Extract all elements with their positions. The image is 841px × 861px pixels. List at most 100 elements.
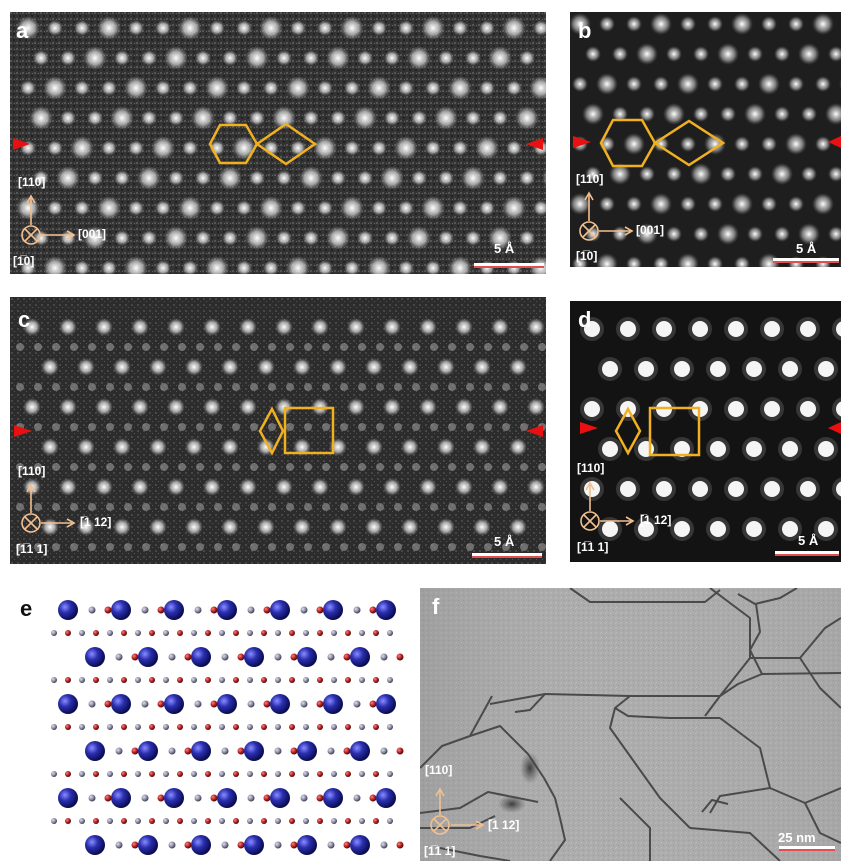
atom-column: [466, 383, 474, 391]
atom-column: [259, 196, 283, 220]
panel-a-lattice: [10, 12, 546, 274]
atom-red: [373, 630, 379, 636]
atom-column: [666, 226, 682, 242]
atom-column: [430, 343, 438, 351]
square-overlay: [283, 406, 335, 455]
atom-column: [330, 110, 346, 126]
atom-grey: [221, 653, 229, 661]
atom-grey: [79, 677, 85, 683]
atom-grey: [331, 818, 337, 824]
right-marker-arrow: [828, 136, 841, 148]
atom-red: [104, 794, 112, 802]
atom-column: [329, 518, 347, 536]
atom-column: [384, 50, 400, 66]
atom-grey: [79, 818, 85, 824]
atom-column: [411, 170, 427, 186]
atom-grey: [380, 841, 388, 849]
atom-column: [519, 170, 535, 186]
atom-large: [244, 741, 264, 761]
atom-grey: [300, 700, 308, 708]
atom-column: [545, 362, 546, 372]
atom-red: [396, 841, 404, 849]
atom-column: [250, 383, 258, 391]
atom-column: [782, 361, 798, 377]
atom-column: [492, 170, 508, 186]
atom-column: [384, 110, 400, 126]
atom-column: [222, 230, 238, 246]
atom-column: [88, 503, 96, 511]
atom-red: [343, 747, 351, 755]
atom-column: [828, 226, 841, 242]
atom-column: [263, 80, 279, 96]
atom-column: [448, 503, 456, 511]
atom-grey: [275, 630, 281, 636]
atom-column: [448, 343, 456, 351]
atom-column: [141, 110, 157, 126]
atom-red: [261, 677, 267, 683]
atom-column: [479, 200, 495, 216]
atom-column: [124, 423, 132, 431]
atom-column: [693, 46, 709, 62]
atom-grey: [107, 818, 113, 824]
atom-red: [121, 677, 127, 683]
atom-column: [774, 106, 790, 122]
atom-column: [340, 196, 364, 220]
atom-column: [205, 256, 229, 274]
atom-column: [317, 260, 333, 274]
atom-column: [155, 80, 171, 96]
atom-column: [222, 110, 238, 126]
atom-column: [142, 343, 150, 351]
atom-column: [538, 383, 546, 391]
atom-large: [191, 835, 211, 855]
atom-column: [340, 503, 348, 511]
atom-column: [168, 170, 184, 186]
atom-column: [818, 521, 834, 537]
atom-column: [836, 321, 841, 337]
atom-grey: [51, 630, 57, 636]
atom-column: [164, 226, 188, 250]
atom-red: [316, 700, 324, 708]
atom-column: [245, 46, 269, 70]
atom-column: [250, 423, 258, 431]
atom-column: [178, 503, 186, 511]
atom-red: [157, 606, 165, 614]
atom-column: [272, 106, 296, 130]
atom-column: [322, 543, 330, 551]
atom-column: [680, 16, 696, 32]
atom-column: [585, 166, 601, 182]
atom-column: [430, 543, 438, 551]
atom-column: [205, 76, 229, 100]
atom-column: [214, 423, 222, 431]
atom-column: [185, 518, 203, 536]
atom-column: [515, 106, 539, 130]
atom-red: [184, 653, 192, 661]
atom-column: [488, 226, 512, 250]
atom-column: [376, 463, 384, 471]
atom-grey: [331, 677, 337, 683]
atom-column: [268, 463, 276, 471]
atom-column: [412, 343, 420, 351]
atom-column: [124, 543, 132, 551]
atom-column: [466, 463, 474, 471]
atom-column: [832, 477, 841, 501]
atom-column: [706, 517, 730, 541]
atom-column: [626, 76, 642, 92]
atom-column: [142, 503, 150, 511]
atom-column: [16, 16, 40, 40]
atom-red: [131, 841, 139, 849]
scale-bar: [773, 258, 839, 263]
atom-column: [95, 318, 113, 336]
atom-column: [407, 226, 431, 250]
atom-red: [317, 724, 323, 730]
atom-grey: [168, 841, 176, 849]
atom-grey: [331, 724, 337, 730]
atom-column: [97, 196, 121, 220]
atom-column: [259, 16, 283, 40]
atom-column: [232, 383, 240, 391]
atom-column: [620, 481, 636, 497]
atom-column: [311, 318, 329, 336]
atom-column: [16, 383, 24, 391]
atom-column: [394, 543, 402, 551]
atom-column: [340, 383, 348, 391]
atom-column: [214, 543, 222, 551]
